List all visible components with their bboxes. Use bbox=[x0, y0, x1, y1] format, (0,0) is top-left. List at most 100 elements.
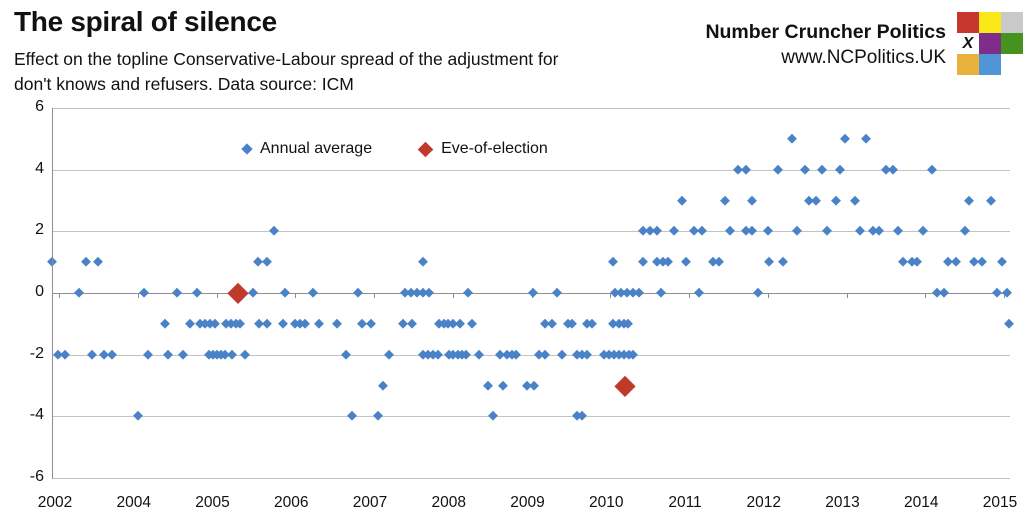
x-axis-tick bbox=[452, 294, 454, 298]
data-point bbox=[528, 380, 540, 391]
data-point bbox=[313, 318, 325, 330]
y-tick-label: -2 bbox=[29, 344, 44, 362]
data-point bbox=[132, 411, 144, 422]
data-point bbox=[892, 226, 904, 237]
data-point bbox=[346, 411, 358, 422]
data-point bbox=[226, 349, 238, 360]
y-tick-label: 4 bbox=[35, 159, 44, 177]
data-point bbox=[777, 256, 789, 268]
data-point bbox=[352, 287, 364, 299]
x-axis-tick bbox=[216, 294, 218, 298]
x-tick-label: 2010 bbox=[589, 494, 624, 511]
data-point bbox=[365, 318, 377, 330]
data-point bbox=[86, 349, 98, 360]
page-title: The spiral of silence bbox=[14, 6, 277, 37]
data-point bbox=[791, 226, 803, 237]
data-point bbox=[696, 226, 708, 237]
x-tick-label: 2012 bbox=[746, 494, 781, 511]
y-tick-label: -6 bbox=[29, 468, 44, 485]
data-point bbox=[277, 318, 289, 330]
chart-legend: Annual average Eve-of-election bbox=[241, 140, 596, 158]
data-point bbox=[556, 349, 568, 360]
data-point bbox=[746, 226, 758, 237]
data-point bbox=[377, 380, 389, 391]
y-tick-label: 2 bbox=[35, 221, 44, 239]
x-axis-tick bbox=[689, 294, 690, 298]
chart-subtitle: Effect on the topline Conservative-Labou… bbox=[14, 47, 558, 97]
data-point bbox=[772, 164, 784, 175]
data-point bbox=[406, 318, 418, 330]
data-point bbox=[372, 411, 384, 422]
x-tick-label: 2007 bbox=[352, 494, 388, 511]
data-point bbox=[985, 195, 997, 206]
brand-url: www.NCPolitics.UK bbox=[781, 47, 946, 68]
data-point bbox=[810, 195, 822, 206]
data-point bbox=[171, 287, 183, 299]
y-tick-label: -4 bbox=[29, 406, 44, 424]
data-point bbox=[719, 195, 731, 206]
red-diamond-icon bbox=[417, 141, 434, 157]
data-point bbox=[539, 349, 551, 360]
data-point bbox=[887, 164, 899, 175]
data-point bbox=[106, 349, 118, 360]
data-point bbox=[821, 226, 833, 237]
data-point bbox=[786, 133, 798, 145]
x-tick-label: 2008 bbox=[431, 494, 466, 511]
data-point bbox=[497, 380, 509, 391]
x-axis-tick bbox=[137, 294, 139, 298]
data-point bbox=[830, 195, 842, 206]
data-point bbox=[454, 318, 466, 330]
data-point bbox=[92, 256, 104, 268]
logo-cell bbox=[957, 54, 979, 75]
data-point bbox=[655, 287, 667, 299]
data-point bbox=[713, 256, 725, 268]
gridline bbox=[52, 416, 1010, 418]
data-point bbox=[159, 318, 171, 330]
x-axis-tick bbox=[767, 294, 769, 298]
data-point bbox=[839, 133, 851, 145]
data-point bbox=[227, 282, 249, 304]
data-point bbox=[527, 287, 539, 299]
data-point bbox=[799, 164, 811, 175]
data-point bbox=[261, 318, 273, 330]
data-point bbox=[462, 287, 474, 299]
data-point bbox=[551, 287, 563, 299]
data-point bbox=[576, 411, 588, 422]
logo-cell bbox=[1001, 33, 1023, 54]
data-point bbox=[482, 380, 494, 391]
x-tick-label: 2011 bbox=[668, 494, 702, 511]
y-axis-line bbox=[52, 108, 53, 479]
data-point bbox=[546, 318, 558, 330]
legend-item-annual-average: Annual average bbox=[241, 140, 372, 158]
data-point bbox=[466, 318, 478, 330]
data-point bbox=[307, 287, 319, 299]
data-point bbox=[73, 287, 85, 299]
x-axis-tick bbox=[610, 294, 612, 298]
logo-cell bbox=[979, 12, 1001, 33]
legend-label-eve-of-election: Eve-of-election bbox=[441, 140, 548, 157]
data-point bbox=[676, 195, 688, 206]
x-tick-label: 2013 bbox=[825, 494, 860, 511]
data-point bbox=[873, 226, 885, 237]
gridline bbox=[52, 169, 1010, 171]
data-point bbox=[268, 226, 280, 237]
data-point bbox=[177, 349, 189, 360]
data-point bbox=[926, 164, 938, 175]
data-point bbox=[614, 375, 636, 396]
data-point bbox=[724, 226, 736, 237]
x-axis-tick bbox=[295, 294, 297, 298]
data-point bbox=[860, 133, 872, 145]
data-point bbox=[668, 226, 680, 237]
data-point bbox=[417, 256, 429, 268]
gridline bbox=[52, 108, 1010, 109]
data-point bbox=[849, 195, 861, 206]
x-tick-label: 2006 bbox=[274, 494, 309, 511]
x-axis-tick bbox=[59, 294, 60, 298]
data-point bbox=[746, 195, 758, 206]
y-tick-label: 0 bbox=[35, 283, 44, 300]
data-point bbox=[80, 256, 92, 268]
x-axis-tick bbox=[846, 294, 848, 298]
data-point bbox=[1003, 318, 1015, 330]
x-tick-label: 2015 bbox=[982, 494, 1018, 511]
